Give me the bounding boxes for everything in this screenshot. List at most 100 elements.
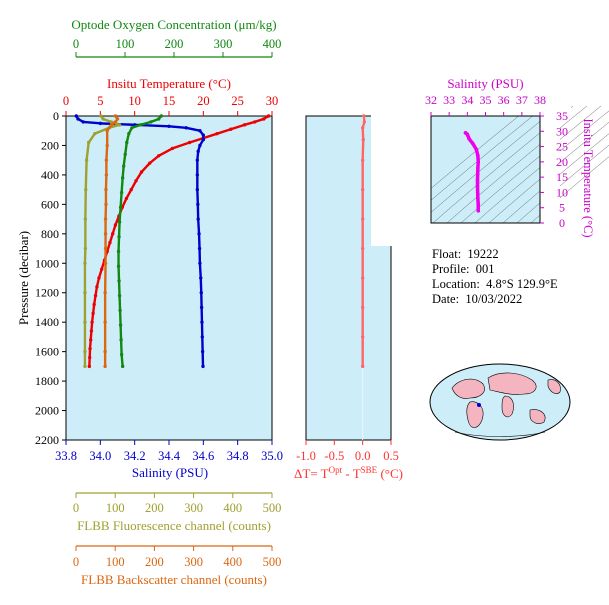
ts-density-contour [516, 144, 609, 224]
delta-tick-label: -1.0 [296, 449, 316, 463]
backscatter-point [104, 202, 108, 207]
delta-axis-label: ΔT= TOpt - TSBE (°C) [294, 465, 403, 481]
ts-point [467, 137, 471, 141]
ts-density-contour [474, 110, 609, 224]
date-value: 10/03/2022 [465, 292, 523, 306]
oxygen-point [120, 364, 125, 369]
oxygen-point [119, 352, 124, 357]
float-info: Float: 19222 Profile: 001 Location: 4.8°… [432, 247, 558, 307]
temperature-point [242, 123, 247, 127]
delta-point [360, 276, 365, 280]
salinity-axis-label: Salinity (PSU) [132, 465, 208, 480]
delta-series [360, 114, 367, 369]
oxygen-point [138, 123, 143, 127]
oxygen-point [116, 249, 121, 254]
salinity-point [199, 291, 203, 295]
temperature-point [139, 170, 144, 174]
salinity-point [196, 202, 200, 207]
backscatter-point [103, 291, 107, 295]
salinity-tick-label: 34.0 [89, 449, 111, 463]
salinity-point [98, 121, 103, 126]
pressure-tick-label: 800 [41, 227, 59, 241]
backscatter-point [113, 114, 118, 118]
salinity-point [197, 246, 202, 251]
fluorescence-point [83, 291, 87, 295]
temperature-tick-label: 10 [128, 94, 141, 108]
delta-axes: -1.0 -0.5 0.0 0.5 ΔT= TOpt - TSBE (°C) [294, 116, 403, 481]
oxygen-point [118, 308, 122, 313]
delta-point [360, 335, 365, 339]
ts-point [476, 202, 481, 207]
temperature-point [87, 364, 92, 369]
ts-point [476, 196, 480, 201]
oxygen-point [149, 120, 153, 124]
salinity-point [200, 349, 205, 354]
temperature-point [157, 154, 161, 158]
fluorescence-tick-label: 400 [223, 501, 242, 515]
pressure-tick-label: 2200 [35, 433, 59, 447]
ts-plot-background [430, 115, 541, 224]
backscatter-point [103, 261, 108, 265]
delta-tick-label: 0.5 [383, 449, 399, 463]
salinity-point [167, 124, 171, 129]
backscatter-point [113, 120, 118, 124]
oxygen-point [119, 190, 124, 195]
ts-y-axis-label: Insitu Temperature (°C) [581, 118, 595, 237]
salinity-point [199, 276, 203, 280]
backscatter-point [109, 123, 114, 127]
ts-y-tick-label: 5 [559, 201, 565, 215]
oxygen-point [157, 117, 161, 121]
delta-point [360, 126, 365, 130]
temperature-point [89, 329, 94, 333]
temperature-point [148, 161, 152, 165]
salinity-tick-label: 34.2 [124, 449, 146, 463]
delta-point [360, 305, 365, 310]
ts-series [463, 131, 481, 213]
salinity-tick-label: 34.4 [158, 449, 181, 463]
world-map-icon [429, 363, 571, 441]
fluorescence-point [83, 261, 87, 265]
ts-y-tick-label: 25 [556, 140, 568, 154]
pressure-tick-label: 1600 [35, 345, 59, 359]
ts-point [463, 131, 468, 135]
salinity-point [198, 129, 202, 133]
fluorescence-point [86, 140, 91, 145]
salinity-tick-label: 34.6 [192, 449, 214, 463]
oxygen-tick-label: 0 [73, 37, 79, 51]
backscatter-point [103, 349, 107, 354]
temperature-tick-label: 30 [266, 94, 279, 108]
ts-point [474, 147, 479, 152]
salinity-point [195, 173, 200, 177]
backscatter-point [104, 158, 109, 162]
pressure-tick-label: 2000 [35, 404, 59, 418]
salinity-point [201, 133, 206, 137]
backscatter-tick-label: 300 [184, 555, 203, 569]
pressure-tick-label: 1000 [35, 256, 59, 270]
ts-point [475, 184, 480, 189]
temperature-point [124, 196, 129, 201]
fluorescence-point [84, 158, 89, 162]
date-label: Date: [432, 292, 460, 306]
delta-point [360, 158, 365, 162]
ts-density-contour [460, 105, 602, 224]
ts-y-tick-label: 20 [556, 155, 568, 169]
oxygen-tick-label: 300 [214, 37, 233, 51]
backscatter-point [103, 364, 107, 369]
fluorescence-tick-label: 500 [263, 501, 282, 515]
ts-x-tick-label: 35 [480, 93, 492, 107]
temperature-point [110, 232, 115, 236]
pressure-tick-label: 0 [53, 109, 59, 123]
fluorescence-point [101, 117, 105, 121]
fluorescence-point [83, 320, 87, 324]
oxygen-point [120, 176, 125, 180]
ts-y-tick-label: 30 [556, 124, 568, 138]
fluorescence-point [117, 123, 122, 127]
temperature-point [113, 223, 118, 227]
temperature-point [229, 127, 233, 131]
temperature-point [97, 276, 101, 280]
ts-point [470, 141, 475, 146]
backscatter-point [105, 143, 109, 148]
ts-x-tick-label: 34 [461, 93, 473, 107]
